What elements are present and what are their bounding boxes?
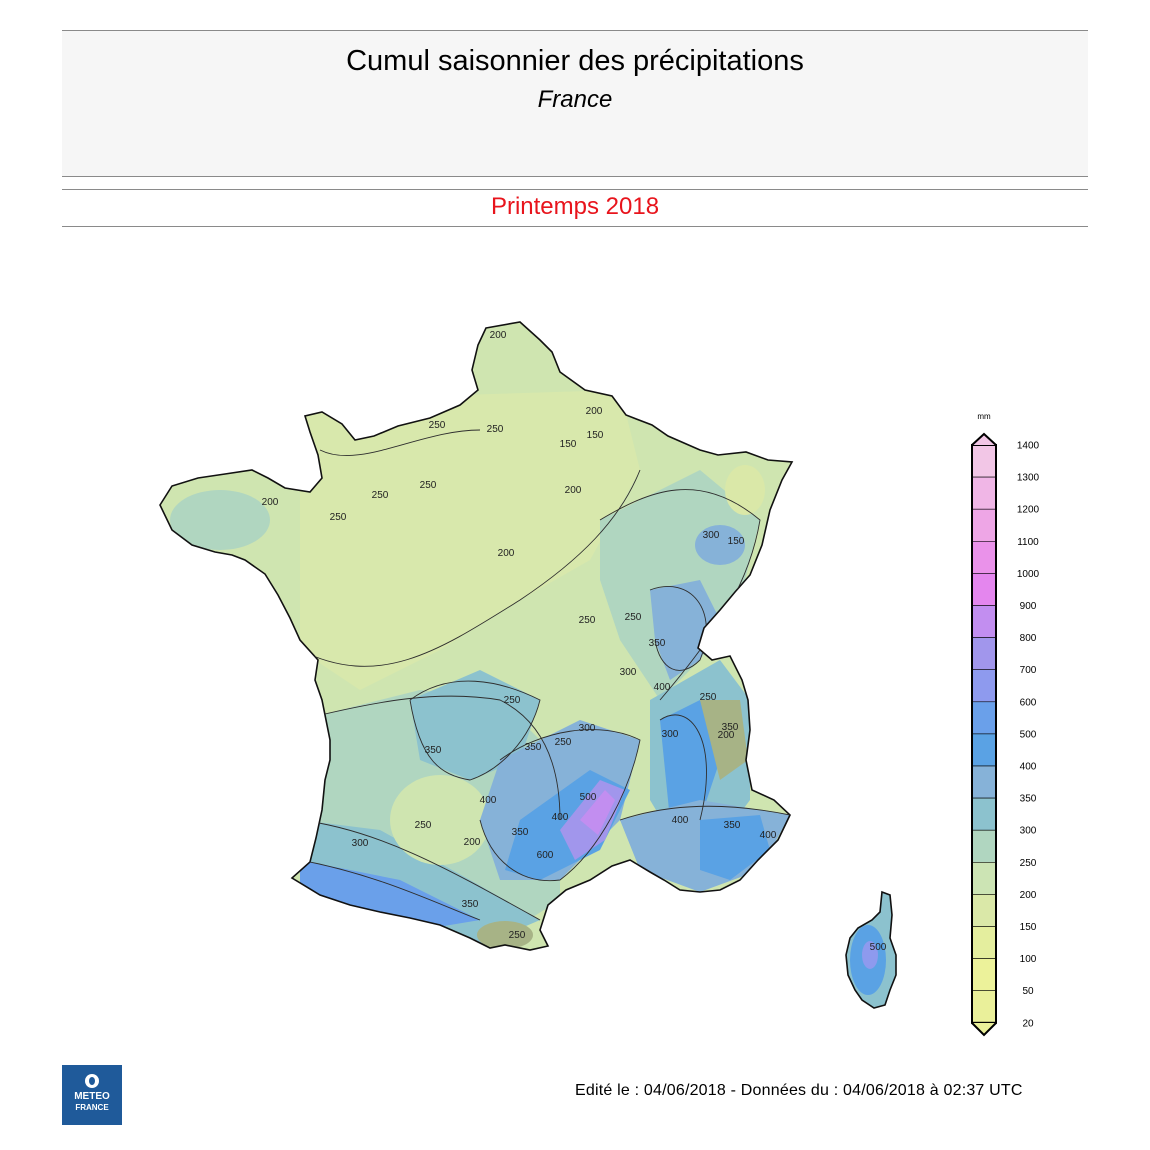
legend-color-box xyxy=(971,508,997,542)
contour-label: 150 xyxy=(560,439,577,450)
contour-label: 250 xyxy=(504,695,521,706)
legend-color-box xyxy=(971,861,997,895)
contour-label: 200 xyxy=(490,330,507,341)
contour-label: 400 xyxy=(552,812,569,823)
contour-label: 400 xyxy=(760,830,777,841)
contour-label: 250 xyxy=(420,480,437,491)
legend: mm 1400 1300 1200 1100 1000 900 800 700 600 500 40… xyxy=(971,412,1040,1037)
contour-label: 250 xyxy=(700,692,717,703)
legend-tick-label: 1400 xyxy=(1017,441,1040,452)
logo-line2: FRANCE xyxy=(75,1103,109,1112)
contour-label: 600 xyxy=(537,850,554,861)
contour-label: 350 xyxy=(649,638,666,649)
contour-label: 350 xyxy=(724,820,741,831)
contour-label: 300 xyxy=(579,723,596,734)
legend-color-box xyxy=(971,733,997,767)
contour-label: 300 xyxy=(620,667,637,678)
legend-tick-label: 350 xyxy=(1020,794,1037,805)
legend-unit: mm xyxy=(977,412,991,421)
contour-label: 350 xyxy=(512,827,529,838)
legend-tick-label: 20 xyxy=(1022,1018,1034,1029)
legend-tick-label: 1300 xyxy=(1017,473,1040,484)
legend-tick-label: 250 xyxy=(1020,858,1037,869)
contour-label: 350 xyxy=(425,745,442,756)
contour-label: 200 xyxy=(262,497,279,508)
legend-tick-label: 1100 xyxy=(1017,537,1039,548)
legend-color-box xyxy=(971,444,997,478)
legend-tick-label: 800 xyxy=(1020,633,1037,644)
legend-color-box xyxy=(971,829,997,863)
contour-label: 150 xyxy=(587,430,604,441)
legend-top-arrow xyxy=(971,432,997,446)
legend-color-box xyxy=(971,701,997,735)
contour-label: 250 xyxy=(509,930,526,941)
contour-labels: 200 250 250 250 250 250 200 150 150 200 200 300 150 2… xyxy=(262,330,887,953)
contour-label: 500 xyxy=(580,792,597,803)
legend-tick-label: 1200 xyxy=(1017,505,1040,516)
season-panel: Printemps 2018 xyxy=(62,189,1088,227)
legend-color-box xyxy=(971,990,997,1024)
legend-tick-label: 150 xyxy=(1020,922,1037,933)
contour-label: 350 xyxy=(722,722,739,733)
contour-label: 250 xyxy=(330,512,347,523)
legend-tick-label: 100 xyxy=(1020,954,1037,965)
contour-label: 300 xyxy=(703,530,720,541)
legend-tick-label: 400 xyxy=(1020,762,1037,773)
legend-tick-label: 700 xyxy=(1020,665,1037,676)
legend-color-box xyxy=(971,476,997,510)
mainland-fill xyxy=(160,322,792,950)
legend-tick-label: 1000 xyxy=(1017,569,1040,580)
map-subtitle: France xyxy=(537,86,613,113)
contour-label: 250 xyxy=(429,420,446,431)
edition-footer: Edité le : 04/06/2018 - Données du : 04/… xyxy=(575,1082,1023,1099)
contour-label: 250 xyxy=(372,490,389,501)
legend-bottom-arrow xyxy=(971,1022,997,1037)
legend-color-box xyxy=(971,669,997,703)
contour-label: 300 xyxy=(352,838,369,849)
legend-color-box xyxy=(971,797,997,831)
contour-label: 200 xyxy=(464,837,481,848)
legend-tick-label: 200 xyxy=(1020,890,1037,901)
legend-color-box xyxy=(971,894,997,927)
legend-tick-label: 600 xyxy=(1020,697,1037,708)
legend-color-box xyxy=(971,637,997,670)
meteo-france-logo: METEO FRANCE xyxy=(62,1065,122,1125)
legend-color-box xyxy=(971,605,997,638)
contour-label: 250 xyxy=(555,737,572,748)
header-panel: Cumul saisonnier des précipitations Fran… xyxy=(62,30,1088,177)
contour-label: 400 xyxy=(672,815,689,826)
contour-label: 250 xyxy=(415,820,432,831)
contour-label: 400 xyxy=(480,795,497,806)
contour-label: 500 xyxy=(870,942,887,953)
map-title: Cumul saisonnier des précipitations xyxy=(346,45,804,77)
legend-color-box xyxy=(971,765,997,799)
legend-tick-label: 300 xyxy=(1020,826,1037,837)
contour-label: 400 xyxy=(654,682,671,693)
contour-label: 250 xyxy=(579,615,596,626)
contour-label: 250 xyxy=(487,424,504,435)
contour-label: 200 xyxy=(565,485,582,496)
contour-label: 300 xyxy=(662,729,679,740)
contour-label: 350 xyxy=(462,899,479,910)
logo-line1: METEO xyxy=(74,1091,110,1102)
meteo-france-symbol-icon xyxy=(85,1074,99,1088)
contour-label: 150 xyxy=(728,536,745,547)
contour-label: 350 xyxy=(525,742,542,753)
season-label: Printemps 2018 xyxy=(490,193,660,220)
legend-tick-label: 900 xyxy=(1020,601,1037,612)
legend-color-box xyxy=(971,540,997,574)
legend-color-box xyxy=(971,958,997,991)
legend-color-box xyxy=(971,573,997,606)
contour-label: 200 xyxy=(498,548,515,559)
legend-tick-label: 50 xyxy=(1022,986,1034,997)
legend-tick-label: 500 xyxy=(1020,729,1037,740)
contour-label: 250 xyxy=(625,612,642,623)
legend-color-box xyxy=(971,926,997,959)
contour-label: 200 xyxy=(718,730,735,741)
contour-label: 200 xyxy=(586,406,603,417)
